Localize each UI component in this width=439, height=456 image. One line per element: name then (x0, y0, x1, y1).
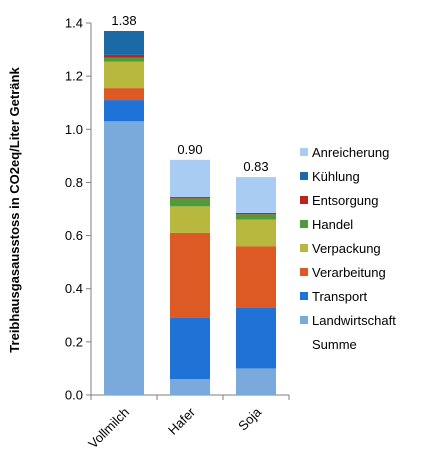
bar-segment-hafer-landwirtschaft (170, 379, 210, 395)
total-label-hafer: 0.90 (177, 142, 202, 157)
bar-segment-hafer-entsorgung (170, 197, 210, 199)
bar-segment-vollmilch-handel (104, 57, 144, 62)
bar-segment-soja-verarbeitung (236, 246, 276, 308)
bar-segment-hafer-anreicherung (170, 159, 210, 198)
bar-segment-vollmilch-verpackung (104, 61, 144, 89)
bar-segment-vollmilch-entsorgung (104, 54, 144, 58)
bar-segment-soja-entsorgung (236, 212, 276, 215)
bar-segment-soja-anreicherung (236, 177, 276, 213)
legend-label-verarbeitung: Verarbeitung (312, 265, 386, 280)
x-tick-label-vollmilch: Vollmilch (85, 405, 132, 452)
legend-label-kühlung: Kühlung (312, 169, 360, 184)
y-tick-labels: 0.0 0.2 0.4 0.6 0.8 1.0 1.2 1.4 (65, 16, 83, 403)
y-tick-label: 0.6 (65, 228, 83, 243)
y-tick-label: 1.0 (65, 122, 83, 137)
legend-label-summe: Summe (312, 337, 357, 352)
bar-segment-soja-transport (236, 307, 276, 369)
legend-label-verpackung: Verpackung (312, 241, 381, 256)
bar-segment-soja-landwirtschaft (236, 368, 276, 395)
y-axis-label: Treibhausgasausstoss in CO2eq/Liter Getr… (7, 67, 22, 353)
legend-swatch-verpackung (300, 244, 308, 252)
y-tick-label: 0.8 (65, 175, 83, 190)
total-labels: 1.38 0.90 0.83 (111, 13, 268, 174)
legend-label-entsorgung: Entsorgung (312, 193, 379, 208)
x-tick-labels: Vollmilch Hafer Soja (85, 404, 264, 451)
bar-segment-vollmilch-kühlung (104, 30, 144, 55)
legend-swatch-anreicherung (300, 148, 308, 156)
y-tick-label: 1.4 (65, 16, 83, 31)
legend-label-handel: Handel (312, 217, 353, 232)
y-tick-label: 0.4 (65, 281, 83, 296)
bar-segment-hafer-handel (170, 198, 210, 207)
legend-swatch-handel (300, 220, 308, 228)
legend-label-anreicherung: Anreicherung (312, 145, 389, 160)
legend-swatch-transport (300, 292, 308, 300)
x-tick-label-soja: Soja (235, 404, 265, 434)
legend-swatch-kühlung (300, 172, 308, 180)
y-tick-label: 0.2 (65, 334, 83, 349)
legend-swatch-entsorgung (300, 196, 308, 204)
y-tick-label: 1.2 (65, 69, 83, 84)
bar-segment-vollmilch-transport (104, 100, 144, 122)
bars (104, 30, 276, 396)
total-label-vollmilch: 1.38 (111, 13, 136, 28)
bar-segment-hafer-transport (170, 317, 210, 380)
legend-swatch-verarbeitung (300, 268, 308, 276)
bar-segment-soja-verpackung (236, 219, 276, 247)
y-tick-label: 0.0 (65, 388, 83, 403)
legend-label-transport: Transport (312, 289, 368, 304)
legend: Anreicherung Kühlung Entsorgung Handel Verpa… (300, 145, 396, 352)
x-tick-label-hafer: Hafer (165, 404, 199, 438)
bar-segment-hafer-verarbeitung (170, 232, 210, 318)
bar-segment-vollmilch-landwirtschaft (104, 121, 144, 396)
legend-label-landwirtschaft: Landwirtschaft (312, 313, 396, 328)
bar-segment-soja-handel (236, 214, 276, 220)
legend-swatch-landwirtschaft (300, 316, 308, 324)
bar-segment-vollmilch-verarbeitung (104, 88, 144, 101)
total-label-soja: 0.83 (243, 159, 268, 174)
bar-segment-hafer-verpackung (170, 206, 210, 233)
